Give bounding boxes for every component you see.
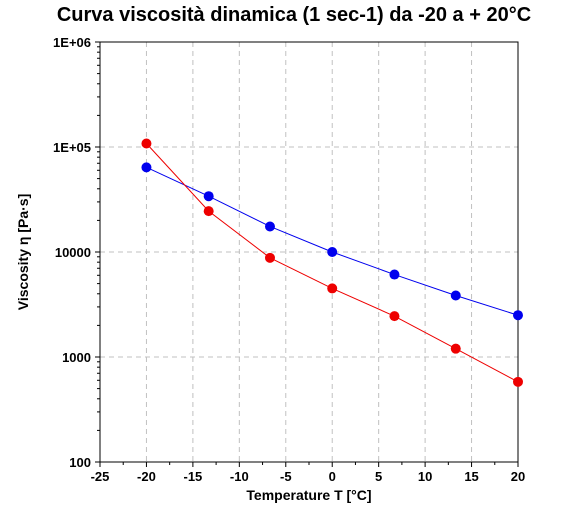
- x-tick-label: -15: [183, 469, 202, 484]
- data-point: [141, 138, 152, 149]
- data-point: [264, 221, 275, 232]
- y-tick-label: 1E+06: [53, 35, 91, 50]
- series-2: [141, 138, 523, 387]
- x-tick-label: -20: [137, 469, 156, 484]
- series-1: [141, 162, 523, 321]
- y-axis-title: Viscosity η [Pa·s]: [15, 194, 31, 310]
- data-point: [327, 283, 338, 294]
- x-tick-label: -10: [230, 469, 249, 484]
- data-point: [203, 206, 214, 217]
- x-axis-title: Temperature T [°C]: [246, 487, 371, 503]
- data-point: [450, 343, 461, 354]
- series-layer: [141, 138, 523, 387]
- x-tick-label: 15: [464, 469, 478, 484]
- grid-lines: [100, 42, 518, 462]
- y-tick-label: 1E+05: [53, 140, 91, 155]
- data-point: [513, 376, 523, 387]
- x-tick-label: -5: [280, 469, 292, 484]
- data-point: [327, 247, 338, 257]
- data-point: [141, 162, 152, 173]
- chart-title: Curva viscosità dinamica (1 sec-1) da -2…: [56, 4, 532, 26]
- x-tick-label: -25: [91, 469, 110, 484]
- x-tick-label: 0: [329, 469, 336, 484]
- x-tick-label: 5: [375, 469, 382, 484]
- x-tick-label: 10: [418, 469, 432, 484]
- data-point: [389, 311, 400, 322]
- data-point: [264, 252, 275, 263]
- y-tick-label: 100: [69, 455, 91, 470]
- data-point: [450, 290, 461, 301]
- data-point: [389, 269, 400, 280]
- data-point: [203, 191, 214, 202]
- y-tick-label: 1000: [62, 350, 91, 365]
- data-point: [513, 310, 523, 321]
- axis-ticks: -25 -20 -15 -10 -5 0 5 10 15 20 100 1000 10000 1E+05 1…: [53, 35, 525, 484]
- y-tick-label: 10000: [55, 245, 91, 260]
- x-tick-label: 20: [511, 469, 525, 484]
